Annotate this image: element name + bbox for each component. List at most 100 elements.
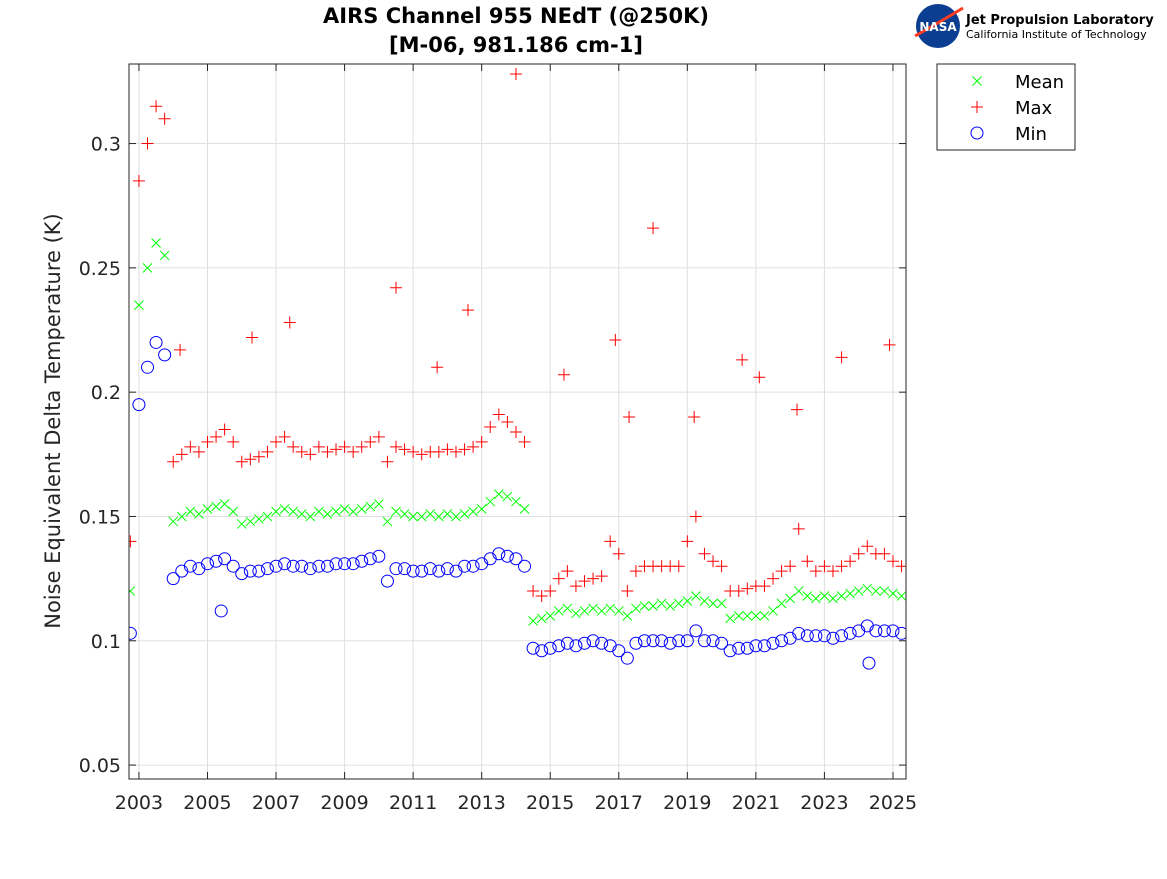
min-point [483,552,497,566]
mean-point [211,501,221,512]
min-point [775,634,789,648]
axes: 2003 2005 2007 2009 2011 2013 2015 2017 2019 2021… [79,64,917,814]
max-point [372,430,385,443]
max-point [826,565,839,578]
max-point [244,453,257,466]
max-point [527,585,540,598]
max-point [758,580,771,593]
min-point [809,629,823,643]
min-point [312,559,326,573]
x-tick-label: 2023 [800,792,848,814]
mean-point [296,509,307,519]
mean-point [699,596,710,606]
mean-point [811,593,821,604]
min-point [535,644,549,658]
max-point [192,445,205,458]
mean-point [142,263,153,273]
mean-point [828,593,838,604]
max-outlier-point [647,222,660,235]
max-outlier-point [753,371,766,384]
min-point [432,564,446,578]
max-point [732,585,745,598]
min-point [629,636,643,650]
max-outlier-point [461,304,474,317]
min-point [338,557,352,571]
min-point [672,634,686,648]
mean-point [391,506,401,517]
min-point [500,549,514,563]
mean-point [485,496,496,507]
y-tick-label: 0.15 [79,506,121,528]
max-outlier-point [883,338,896,351]
max-point [475,435,488,448]
mean-point [519,504,530,514]
min-point [303,562,317,576]
max-point [707,555,720,568]
jpl-subtitle: California Institute of Technology [966,28,1147,41]
min-point [835,629,849,643]
min-point [380,574,394,588]
mean-point [545,611,556,621]
max-point [467,440,480,453]
legend-min-marker-icon [970,126,984,140]
min-point [183,559,197,573]
max-point [321,445,334,458]
min-point [218,552,232,566]
max-outlier-point [283,316,296,329]
legend-mean-marker-icon [972,76,982,86]
min-point [260,562,274,576]
mean-point [425,509,436,519]
mean-point [725,613,736,624]
x-tick-label: 2005 [183,792,231,814]
max-point [381,455,394,468]
max-point [492,408,505,421]
min-point [860,619,874,633]
mean-point [288,506,299,517]
max-point [132,174,145,187]
mean-point [785,593,796,604]
x-tick-label: 2025 [869,792,917,814]
chart-title-line2: [M-06, 981.186 cm-1] [389,33,643,57]
min-point [329,557,343,571]
max-point [792,522,805,535]
max-point [201,435,214,448]
max-outlier-point [389,281,402,294]
legend-label: Max [1015,98,1053,119]
max-outlier-point [431,361,444,374]
min-point [869,624,883,638]
max-point [449,445,462,458]
max-point [355,440,368,453]
mean-point [845,588,855,599]
mean-point [339,504,350,514]
min-point [886,624,900,638]
min-point [132,398,146,412]
max-outlier-point [509,67,522,80]
mean-point [365,501,376,512]
min-point [235,567,249,581]
series-min [129,335,906,670]
min-point [363,552,377,566]
mean-point [742,611,753,621]
max-point [681,535,694,548]
min-point [723,644,737,658]
legend-item-min: Min [970,124,1047,145]
mean-point [236,519,247,529]
max-point [587,572,600,585]
min-point [852,624,866,638]
min-point [295,559,309,573]
min-point [466,559,480,573]
max-outlier-point [609,333,622,346]
max-point [604,535,617,548]
mean-point [562,603,573,614]
max-point [852,547,865,560]
y-tick-label: 0.1 [91,631,121,653]
legend-box [936,63,1076,151]
min-point [586,634,600,648]
mean-point [442,509,453,519]
min-point [252,564,266,578]
max-point [698,547,711,560]
min-point [492,547,506,561]
mean-point [502,491,513,502]
x-tick-label: 2003 [115,792,163,814]
max-point [218,423,231,436]
